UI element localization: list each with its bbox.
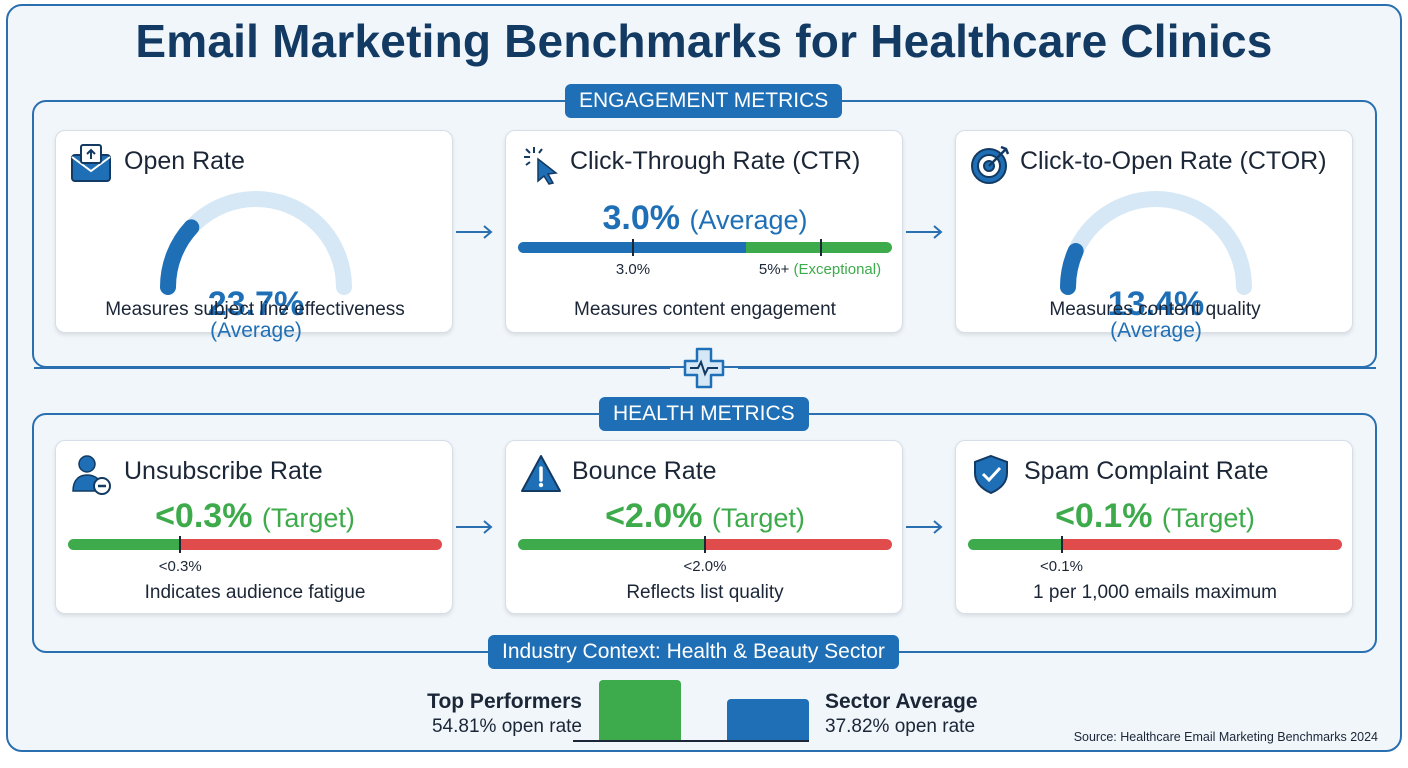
gauge-track <box>160 191 352 295</box>
ctr-average-marker <box>632 239 634 256</box>
sector-average-legend: Sector Average 37.82% open rate <box>825 690 978 738</box>
open-rate-value: 23.7% <box>207 285 305 323</box>
card-description: Measures content engagement <box>574 299 836 320</box>
health-section-label: HEALTH METRICS <box>599 397 809 431</box>
card-title: Spam Complaint Rate <box>1024 457 1269 485</box>
card-title: Open Rate <box>124 147 245 175</box>
section-divider <box>34 367 670 369</box>
user-remove-icon <box>70 453 112 495</box>
ctr-card: Click-Through Rate (CTR) 3.0% (Average) … <box>505 130 903 333</box>
sector-average-title: Sector Average <box>825 690 978 713</box>
sector-average-value: 37.82% open rate <box>825 716 976 737</box>
target-marker-label: <0.1% <box>1040 558 1083 575</box>
gauge-fill <box>1060 243 1084 295</box>
target-marker-label: <2.0% <box>683 558 727 575</box>
arrow-right-icon <box>454 224 494 240</box>
bar-bad-segment <box>180 539 442 550</box>
open-rate-card: Open Rate 23.7% (Average) Measures subje… <box>55 130 453 342</box>
arrow-right-icon <box>904 519 944 535</box>
card-description: Measures content quality <box>1049 299 1261 320</box>
card-description: 1 per 1,000 emails maximum <box>1033 582 1277 603</box>
ctor-note: (Average) <box>1110 319 1202 342</box>
target-marker-label: <0.3% <box>158 558 202 575</box>
target-marker <box>179 536 182 553</box>
spam-complaint-card: Spam Complaint Rate <0.1% (Target) <0.1%… <box>955 440 1353 614</box>
card-title: Click-Through Rate (CTR) <box>570 147 861 175</box>
bounce-card: Bounce Rate <2.0% (Target) <2.0% Reflect… <box>505 440 903 614</box>
ctr-bar <box>518 242 892 253</box>
target-icon <box>970 143 1012 185</box>
arrow-right-icon <box>454 519 494 535</box>
ctor-gauge: 13.4% (Average) <box>1056 187 1256 342</box>
gauge-track <box>1060 191 1252 295</box>
chart-baseline <box>573 740 809 742</box>
gauge-fill <box>160 219 200 295</box>
bar-good-segment <box>968 539 1062 550</box>
card-title: Bounce Rate <box>572 457 717 485</box>
bar-bad-segment <box>705 539 892 550</box>
card-description: Reflects list quality <box>626 582 784 603</box>
ctr-value: 3.0% (Average) <box>602 199 808 237</box>
spam-value: <0.1% (Target) <box>1055 497 1255 535</box>
open-rate-note: (Average) <box>210 319 302 342</box>
ctor-card: Click-to-Open Rate (CTOR) 13.4% (Average… <box>955 130 1353 342</box>
bounce-value: <2.0% (Target) <box>605 497 805 535</box>
ctr-average-label: 3.0% <box>615 261 651 278</box>
arrow-right-icon <box>904 224 944 240</box>
industry-context-label: Industry Context: Health & Beauty Sector <box>488 635 899 669</box>
ctor-value: 13.4% <box>1107 285 1205 323</box>
target-marker <box>704 536 706 553</box>
bounce-bar <box>518 539 892 550</box>
page-title: Email Marketing Benchmarks for Healthcar… <box>135 15 1273 67</box>
top-performers-legend: Top Performers 54.81% open rate <box>427 690 582 738</box>
target-marker <box>1060 536 1063 553</box>
cursor-click-icon <box>520 143 562 185</box>
section-divider <box>738 367 1376 369</box>
bar-good-segment <box>518 539 705 550</box>
ctr-exceptional-label: 5%+ (Exceptional) <box>758 261 882 278</box>
ctr-bar-exceptional-segment <box>746 242 892 253</box>
bar-bad-segment <box>1061 539 1342 550</box>
sector-average-bar <box>727 698 809 740</box>
spam-bar <box>968 539 1342 550</box>
open-rate-gauge: 23.7% (Average) <box>156 187 356 342</box>
top-performers-value: 54.81% open rate <box>431 716 582 737</box>
bar-good-segment <box>68 539 181 550</box>
card-title: Click-to-Open Rate (CTOR) <box>1020 147 1327 175</box>
card-title: Unsubscribe Rate <box>124 457 323 485</box>
source-note: Source: Healthcare Email Marketing Bench… <box>1073 730 1378 744</box>
top-performers-title: Top Performers <box>427 690 582 713</box>
shield-check-icon <box>970 453 1012 495</box>
envelope-icon <box>70 143 112 185</box>
unsubscribe-value: <0.3% (Target) <box>155 497 355 535</box>
engagement-section-label: ENGAGEMENT METRICS <box>565 84 843 118</box>
unsubscribe-bar <box>68 539 442 550</box>
top-performers-bar <box>599 680 681 740</box>
warning-icon <box>520 453 562 495</box>
ctr-exceptional-marker <box>820 239 822 256</box>
card-description: Measures subject line effectiveness <box>105 299 405 320</box>
medical-cross-icon <box>682 346 726 390</box>
unsubscribe-card: Unsubscribe Rate <0.3% (Target) <0.3% In… <box>55 440 453 614</box>
card-description: Indicates audience fatigue <box>144 582 366 603</box>
